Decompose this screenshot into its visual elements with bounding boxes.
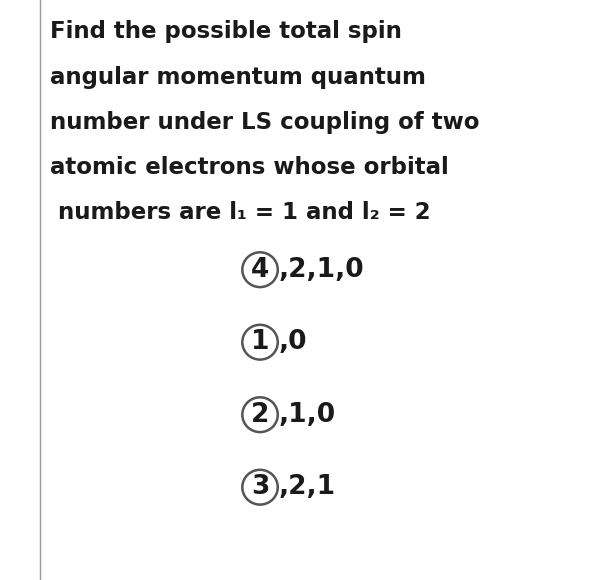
Text: 2: 2 <box>251 402 269 427</box>
Text: ,2,1,0: ,2,1,0 <box>278 257 364 282</box>
Text: atomic electrons whose orbital: atomic electrons whose orbital <box>50 156 449 179</box>
Text: number under LS coupling of two: number under LS coupling of two <box>50 111 480 134</box>
Text: 1: 1 <box>251 329 269 355</box>
Text: ,1,0: ,1,0 <box>278 402 336 427</box>
Text: Find the possible total spin: Find the possible total spin <box>50 20 402 44</box>
Text: ,0: ,0 <box>278 329 307 355</box>
Text: 3: 3 <box>251 474 269 500</box>
Text: numbers are l₁ = 1 and l₂ = 2: numbers are l₁ = 1 and l₂ = 2 <box>50 201 431 224</box>
Text: ,2,1: ,2,1 <box>278 474 336 500</box>
Text: 4: 4 <box>251 257 269 282</box>
Text: angular momentum quantum: angular momentum quantum <box>50 66 426 89</box>
